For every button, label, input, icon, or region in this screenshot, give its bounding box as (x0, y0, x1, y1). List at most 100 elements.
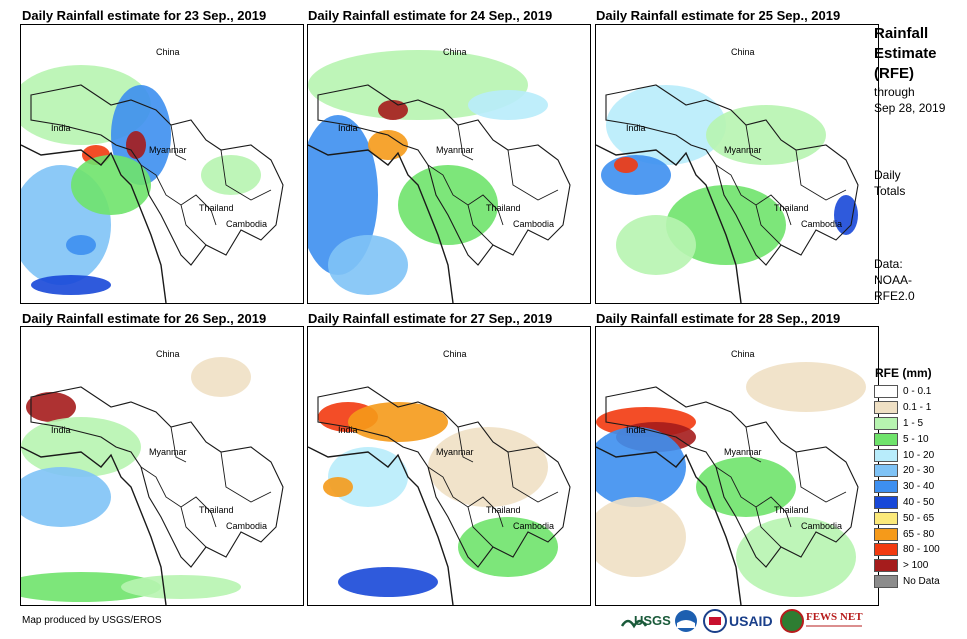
legend-item: 50 - 65 (874, 510, 940, 526)
legend-item: 5 - 10 (874, 431, 940, 447)
legend-item: 30 - 40 (874, 479, 940, 495)
country-label-china: China (443, 349, 467, 359)
country-label-thailand: Thailand (199, 505, 234, 515)
sidebar-data-line: NOAA- (874, 273, 913, 287)
country-border (140, 124, 272, 246)
legend-label: 10 - 20 (903, 449, 935, 461)
usaid-logo: USAID (729, 613, 773, 629)
country-border (427, 426, 559, 548)
rainfall-zone (66, 235, 96, 255)
legend-item: No Data (874, 574, 940, 590)
legend-label: No Data (903, 575, 940, 587)
sidebar-through: through (874, 85, 915, 99)
rainfall-zone (338, 567, 438, 597)
country-border (21, 144, 167, 303)
country-label-myanmar: Myanmar (436, 447, 474, 457)
legend-item: > 100 (874, 558, 940, 574)
country-label-myanmar: Myanmar (724, 447, 762, 457)
rainfall-zone (706, 105, 826, 165)
legend-swatch (874, 401, 898, 415)
rainfall-zone (696, 457, 796, 517)
country-border (30, 386, 284, 568)
country-border (596, 144, 742, 303)
rainfall-zone (398, 165, 498, 245)
legend-item: 20 - 30 (874, 463, 940, 479)
legend-swatch (874, 448, 898, 462)
rainfall-map-2: China India Myanmar Thailand Cambodia (307, 24, 591, 304)
legend-swatch (874, 385, 898, 399)
rainfall-field: China India Myanmar Thailand Cambodia (596, 47, 859, 303)
country-label-cambodia: Cambodia (513, 219, 554, 229)
country-label-thailand: Thailand (486, 203, 521, 213)
country-border (605, 84, 859, 266)
legend-label: 40 - 50 (903, 496, 935, 508)
country-border (30, 84, 284, 266)
legend-label: 1 - 5 (903, 417, 924, 429)
country-label-cambodia: Cambodia (226, 219, 267, 229)
country-label-myanmar: Myanmar (724, 145, 762, 155)
usaid-text: USAID (729, 613, 773, 629)
legend-swatch (874, 543, 898, 557)
country-label-thailand: Thailand (774, 203, 809, 213)
usaid-seal-logo (703, 609, 727, 633)
legend-item: 40 - 50 (874, 495, 940, 511)
country-label-cambodia: Cambodia (801, 521, 842, 531)
legend-label: 20 - 30 (903, 465, 935, 477)
legend-item: 10 - 20 (874, 447, 940, 463)
sidebar-data-source: Data: NOAA- RFE2.0 (874, 256, 915, 304)
legend-swatch (874, 511, 898, 525)
legend-item: 80 - 100 (874, 542, 940, 558)
sidebar-title-line: Estimate (874, 45, 937, 62)
rainfall-zone (323, 477, 353, 497)
rainfall-zone (746, 362, 866, 412)
country-label-cambodia: Cambodia (513, 521, 554, 531)
country-border (596, 446, 742, 605)
legend-label: 0 - 0.1 (903, 386, 932, 398)
country-border (715, 124, 847, 246)
rainfall-zone (468, 90, 548, 120)
country-label-thailand: Thailand (199, 203, 234, 213)
country-label-india: India (51, 123, 71, 133)
rainfall-zone (616, 215, 696, 275)
logo-strip: USGS USAID FEWS NET (620, 609, 863, 633)
rainfall-zone (121, 575, 241, 599)
country-border (21, 446, 167, 605)
rainfall-zone (21, 572, 161, 602)
country-label-china: China (443, 47, 467, 57)
country-label-myanmar: Myanmar (436, 145, 474, 155)
rainfall-zone (596, 497, 686, 577)
legend-swatch (874, 559, 898, 573)
fewsnet-logo: FEWS NET (780, 609, 863, 633)
rainfall-field: China India Myanmar Thailand Cambodia (21, 47, 284, 303)
panel-title-6: Daily Rainfall estimate for 28 Sep., 201… (596, 311, 841, 326)
legend-swatch (874, 432, 898, 446)
rainfall-map-6: China India Myanmar Thailand Cambodia (595, 326, 879, 606)
noaa-logo (675, 610, 697, 632)
sidebar-title-line: (RFE) (874, 65, 914, 82)
rainfall-field: China India Myanmar Thailand Cambodia (308, 47, 571, 303)
legend-label: 0.1 - 1 (903, 402, 932, 414)
rainfall-zone (348, 402, 448, 442)
agency-logos: USGS USAID FEWS NET (620, 608, 865, 634)
legend-label: 50 - 65 (903, 512, 935, 524)
sidebar-data-line: RFE2.0 (874, 289, 915, 303)
sidebar-totals: Daily Totals (874, 167, 905, 199)
country-label-china: China (731, 349, 755, 359)
rainfall-zone (606, 85, 726, 165)
legend-title: RFE (mm) (875, 366, 932, 380)
sidebar-totals-line: Totals (874, 184, 906, 198)
country-label-india: India (626, 425, 646, 435)
country-label-china: China (156, 47, 180, 57)
country-border (715, 426, 847, 548)
country-border (317, 84, 571, 266)
sidebar-heading: Rainfall Estimate (RFE) through Sep 28, … (874, 24, 945, 116)
fewsnet-text: FEWS NET (806, 611, 863, 623)
rainfall-zone (21, 417, 141, 477)
panel-title-1: Daily Rainfall estimate for 23 Sep., 201… (22, 8, 267, 23)
legend-item: 0.1 - 1 (874, 400, 940, 416)
country-label-china: China (731, 47, 755, 57)
rainfall-map-1: China India Myanmar Thailand Cambodia (20, 24, 304, 304)
sidebar-date: Sep 28, 2019 (874, 101, 946, 115)
map-credit: Map produced by USGS/EROS (22, 615, 162, 626)
country-label-thailand: Thailand (486, 505, 521, 515)
